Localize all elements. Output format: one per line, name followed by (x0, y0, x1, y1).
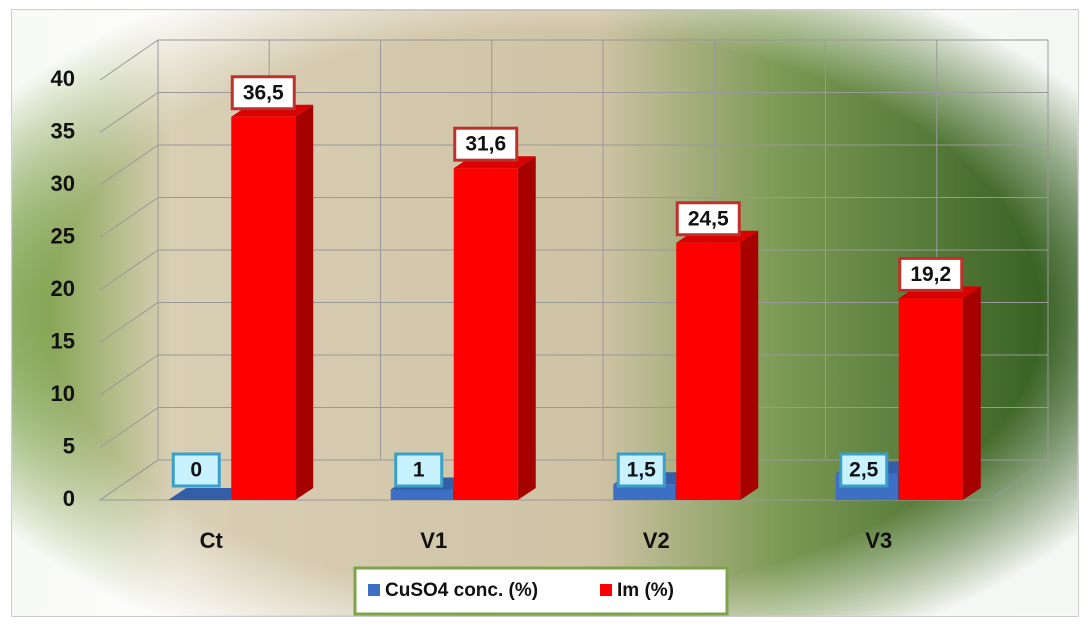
value-label: 0 (190, 459, 202, 482)
y-tick-label: 30 (51, 171, 75, 196)
x-tick-label: V1 (420, 528, 447, 553)
x-tick-label: V3 (865, 528, 892, 553)
bar (454, 168, 518, 500)
bar (391, 490, 453, 501)
x-tick-label: V2 (643, 528, 670, 553)
value-label: 31,6 (465, 133, 506, 156)
value-label: 19,2 (910, 263, 951, 286)
value-label: 1 (413, 459, 425, 482)
bar-side (295, 105, 313, 500)
legend-label: Im (%) (617, 580, 674, 601)
value-label: 2,5 (849, 459, 879, 482)
x-tick-label: Ct (200, 528, 224, 553)
y-tick-label: 5 (63, 433, 75, 458)
y-tick-label: 25 (51, 223, 75, 248)
bar-side (963, 286, 981, 500)
value-label: 1,5 (627, 459, 657, 482)
bar-side (518, 156, 536, 500)
legend-label: CuSO4 conc. (%) (385, 580, 538, 601)
y-tick-label: 10 (51, 381, 75, 406)
legend-swatch (368, 584, 380, 596)
bar (231, 117, 295, 500)
chart: 0 5 10 15 20 25 30 35 40 Ct 0 36,5 V1 1 31,6 V2 1,5 24,5 V… (0, 0, 1088, 626)
bar-side (740, 231, 758, 500)
y-tick-label: 40 (51, 66, 75, 91)
value-label: 36,5 (243, 81, 284, 104)
bar (676, 243, 740, 500)
y-tick-label: 35 (51, 118, 75, 143)
value-label: 24,5 (688, 207, 729, 230)
y-tick-label: 15 (51, 328, 75, 353)
y-tick-label: 20 (51, 276, 75, 301)
y-tick-label: 0 (63, 486, 75, 511)
legend-swatch (600, 584, 612, 596)
bar (899, 298, 963, 500)
